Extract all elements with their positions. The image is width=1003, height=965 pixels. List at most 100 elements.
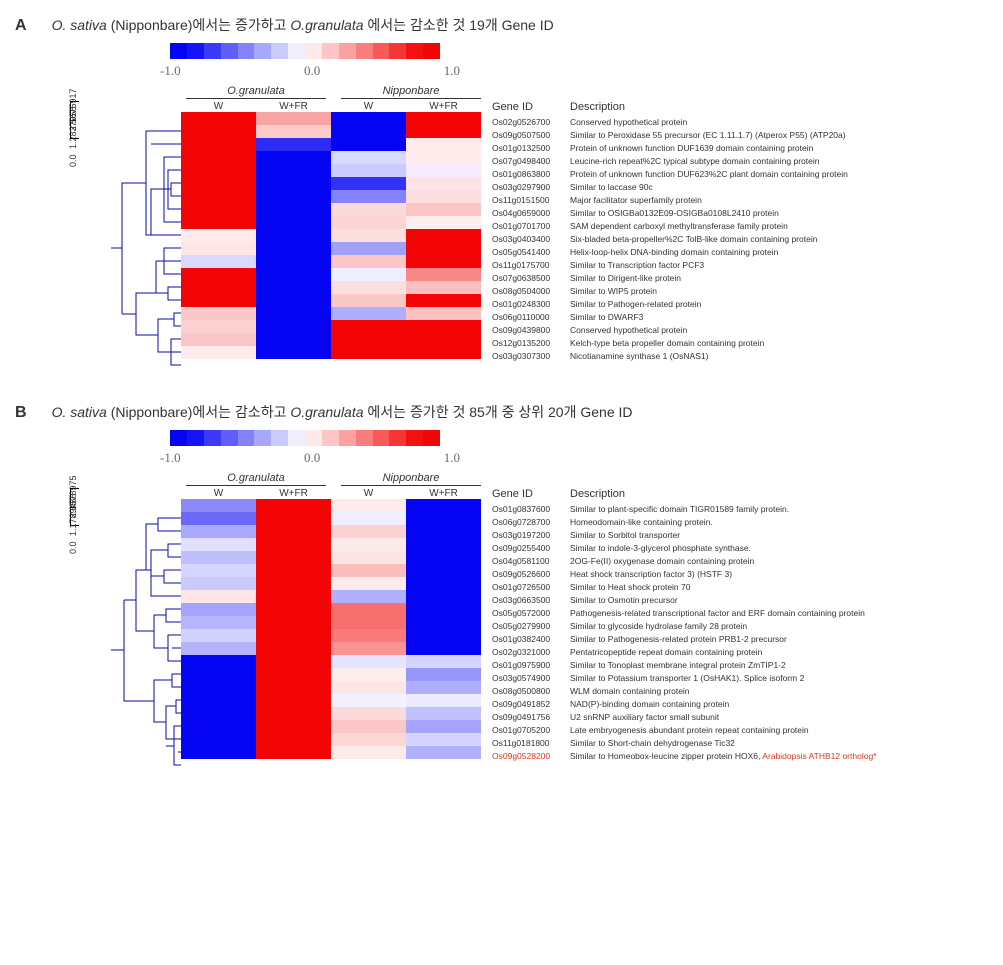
- heatmap-row: [181, 203, 486, 216]
- heatmap-cell: [331, 242, 406, 255]
- gene-id: Os09g0491852: [492, 698, 570, 711]
- heatmap-cell: [181, 577, 256, 590]
- panel-title: O. sativa (Nipponbare)에서는 감소하고 O.granula…: [52, 402, 633, 422]
- gene-id: Os02g0321000: [492, 646, 570, 659]
- heatmap-cell: [256, 616, 331, 629]
- gene-row: Os08g0504000Similar to WIP5 protein: [492, 285, 848, 298]
- gene-description: Leucine-rich repeat%2C typical subtype d…: [570, 155, 819, 168]
- heatmap-cell: [406, 125, 481, 138]
- gene-description: Similar to indole-3-glycerol phosphate s…: [570, 542, 751, 555]
- heatmap-cell: [181, 668, 256, 681]
- gene-description: Six-bladed beta-propeller%2C TolB-like d…: [570, 233, 817, 246]
- gene-id: Os11g0151500: [492, 194, 570, 207]
- heatmap-cell: [181, 281, 256, 294]
- heatmap-cell: [256, 733, 331, 746]
- gene-description: Protein of unknown function DUF1639 doma…: [570, 142, 813, 155]
- heatmap-row: [181, 307, 486, 320]
- gene-id: Os09g0507500: [492, 129, 570, 142]
- heatmap-cell: [256, 125, 331, 138]
- gene-row: Os01g0382400Similar to Pathogenesis-rela…: [492, 633, 876, 646]
- heatmap-cell: [181, 499, 256, 512]
- heatmap-cell: [256, 512, 331, 525]
- heatmap-cell: [181, 564, 256, 577]
- heatmap-row: [181, 551, 486, 564]
- heatmap-row: [181, 177, 486, 190]
- dendrogram: [96, 85, 181, 372]
- heatmap-row: [181, 190, 486, 203]
- gene-id: Os01g0726500: [492, 581, 570, 594]
- heatmap-cell: [256, 190, 331, 203]
- heatmap-cell: [181, 603, 256, 616]
- condition-label: W+FR: [406, 99, 481, 112]
- gene-description: Similar to Potassium transporter 1 (OsHA…: [570, 672, 804, 685]
- right-header: Gene IDDescription: [492, 472, 876, 501]
- heatmap-cell: [181, 733, 256, 746]
- gene-description: NAD(P)-binding domain containing protein: [570, 698, 729, 711]
- heatmap-row: [181, 512, 486, 525]
- gene-row: Os03g0307300Nicotianamine synthase 1 (Os…: [492, 350, 848, 363]
- heatmap: [181, 499, 486, 759]
- heatmap-row: [181, 229, 486, 242]
- gene-description: Pathogenesis-related transcriptional fac…: [570, 607, 865, 620]
- heatmap-cell: [331, 642, 406, 655]
- heatmap-cell: [331, 164, 406, 177]
- panel-B: BO. sativa (Nipponbare)에서는 감소하고 O.granul…: [15, 402, 988, 772]
- heatmap-cell: [256, 177, 331, 190]
- heatmap-row: [181, 746, 486, 759]
- heatmap-cell: [256, 281, 331, 294]
- scale-label: 1.0: [444, 63, 460, 79]
- gene-description: Nicotianamine synthase 1 (OsNAS1): [570, 350, 708, 363]
- heatmap-cell: [331, 320, 406, 333]
- gene-description: Similar to Sorbitol transporter: [570, 529, 680, 542]
- gene-id: Os09g0526600: [492, 568, 570, 581]
- right-header: Gene IDDescription: [492, 85, 848, 114]
- heatmap-cell: [331, 603, 406, 616]
- gene-row: Os09g0439800Conserved hypothetical prote…: [492, 324, 848, 337]
- heatmap-cell: [256, 320, 331, 333]
- heatmap-cell: [181, 138, 256, 151]
- gene-description: Similar to laccase 90c: [570, 181, 653, 194]
- right-header-cell: Gene ID: [492, 488, 570, 501]
- heatmap-cell: [256, 307, 331, 320]
- heatmap-cell: [181, 203, 256, 216]
- scale-label: 1.0: [444, 450, 460, 466]
- gene-description: Similar to Pathogen-related protein: [570, 298, 701, 311]
- gene-description: Similar to OSIGBa0132E09-OSIGBa0108L2410…: [570, 207, 779, 220]
- heatmap-cell: [181, 512, 256, 525]
- heatmap-cell: [406, 538, 481, 551]
- gene-row: Os02g0321000Pentatricopeptide repeat dom…: [492, 646, 876, 659]
- heatmap-cell: [406, 746, 481, 759]
- heatmap-cell: [406, 307, 481, 320]
- heatmap-cell: [256, 642, 331, 655]
- heatmap-cell: [406, 320, 481, 333]
- gene-id: Os12g0135200: [492, 337, 570, 350]
- heatmap-cell: [181, 307, 256, 320]
- gene-id: Os03g0307300: [492, 350, 570, 363]
- heatmap-cell: [331, 177, 406, 190]
- heatmap-cell: [256, 551, 331, 564]
- gene-id: Os01g0975900: [492, 659, 570, 672]
- heatmap-cell: [256, 525, 331, 538]
- column-headers: O.granulataNipponbareWW+FRWW+FR: [181, 85, 486, 112]
- heatmap-cell: [331, 525, 406, 538]
- heatmap-cell: [406, 138, 481, 151]
- gene-id: Os06g0728700: [492, 516, 570, 529]
- dendrogram: [96, 472, 181, 772]
- gene-row: Os03g0403400Six-bladed beta-propeller%2C…: [492, 233, 848, 246]
- gene-description: Similar to WIP5 protein: [570, 285, 657, 298]
- heatmap-cell: [331, 590, 406, 603]
- heatmap-cell: [256, 694, 331, 707]
- heatmap-cell: [256, 668, 331, 681]
- gene-row: Os09g0526600Heat shock transcription fac…: [492, 568, 876, 581]
- heatmap-row: [181, 125, 486, 138]
- gene-id: Os05g0541400: [492, 246, 570, 259]
- heatmap-cell: [331, 746, 406, 759]
- panel-A: AO. sativa (Nipponbare)에서는 증가하고 O.granul…: [15, 15, 988, 372]
- gene-id: Os01g0132500: [492, 142, 570, 155]
- gene-id: Os04g0581100: [492, 555, 570, 568]
- heatmap-row: [181, 720, 486, 733]
- gene-row: Os06g0728700Homeodomain-like containing …: [492, 516, 876, 529]
- condition-label: W: [331, 486, 406, 499]
- gene-row: Os09g0491852NAD(P)-binding domain contai…: [492, 698, 876, 711]
- scale-label: 0.0: [304, 63, 320, 79]
